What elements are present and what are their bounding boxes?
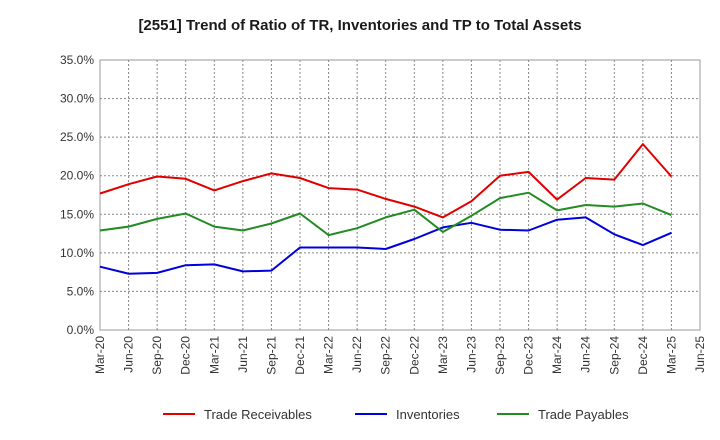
x-tick-label: Sep-22 [379, 336, 393, 375]
legend: Trade Receivables Inventories Trade Payabl… [163, 407, 629, 422]
x-tick-label: Jun-24 [579, 336, 593, 373]
x-tick-label: Dec-23 [522, 336, 536, 375]
y-tick-label: 20.0% [60, 169, 94, 183]
x-tick-label: Mar-21 [207, 336, 221, 374]
series-group [99, 143, 673, 275]
x-tick-label: Mar-24 [550, 336, 564, 374]
y-tick-label: 30.0% [60, 92, 94, 106]
x-tick-label: Sep-20 [150, 336, 164, 375]
legend-label: Trade Receivables [204, 407, 312, 422]
x-tick-label: Mar-20 [93, 336, 107, 374]
series-line [99, 216, 672, 275]
legend-label: Trade Payables [538, 407, 629, 422]
plot-frame [99, 59, 701, 331]
chart-title: [2551] Trend of Ratio of TR, Inventories… [138, 17, 581, 34]
x-tick-label: Sep-23 [493, 336, 507, 375]
series-line [99, 191, 672, 237]
y-tick-label: 0.0% [67, 323, 95, 337]
x-tick-label: Mar-22 [322, 336, 336, 374]
y-tick-label: 5.0% [67, 284, 95, 298]
x-tick-label: Mar-23 [436, 336, 450, 374]
x-tick-label: Jun-25 [693, 336, 707, 373]
x-tick-label: Jun-23 [464, 336, 478, 373]
x-tick-label: Dec-20 [179, 336, 193, 375]
x-tick-label: Dec-21 [293, 336, 307, 375]
x-tick-label: Sep-21 [264, 336, 278, 375]
plot-area: 0.0% 5.0% 10.0% 15.0% 20.0% 25.0% 30.0% 35.0% M… [60, 53, 707, 375]
x-tick-label: Dec-22 [407, 336, 421, 375]
x-tick-label: Jun-20 [122, 336, 136, 373]
y-tick-label: 35.0% [60, 53, 94, 67]
y-tick-label: 10.0% [60, 246, 94, 260]
x-tick-label: Sep-24 [607, 336, 621, 375]
grid [100, 60, 700, 330]
x-tick-label: Jun-22 [350, 336, 364, 373]
series-line [99, 143, 673, 219]
x-tick-label: Jun-21 [236, 336, 250, 373]
x-tick-label: Dec-24 [636, 336, 650, 375]
y-tick-label: 15.0% [60, 207, 94, 221]
x-tick-label: Mar-25 [664, 336, 678, 374]
legend-label: Inventories [396, 407, 460, 422]
y-axis-ticks: 0.0% 5.0% 10.0% 15.0% 20.0% 25.0% 30.0% 35.0% [60, 53, 94, 337]
x-axis-ticks: Mar-20 Jun-20 Sep-20 Dec-20 Mar-21 Jun-21 Sep-… [93, 336, 707, 375]
y-tick-label: 25.0% [60, 130, 94, 144]
